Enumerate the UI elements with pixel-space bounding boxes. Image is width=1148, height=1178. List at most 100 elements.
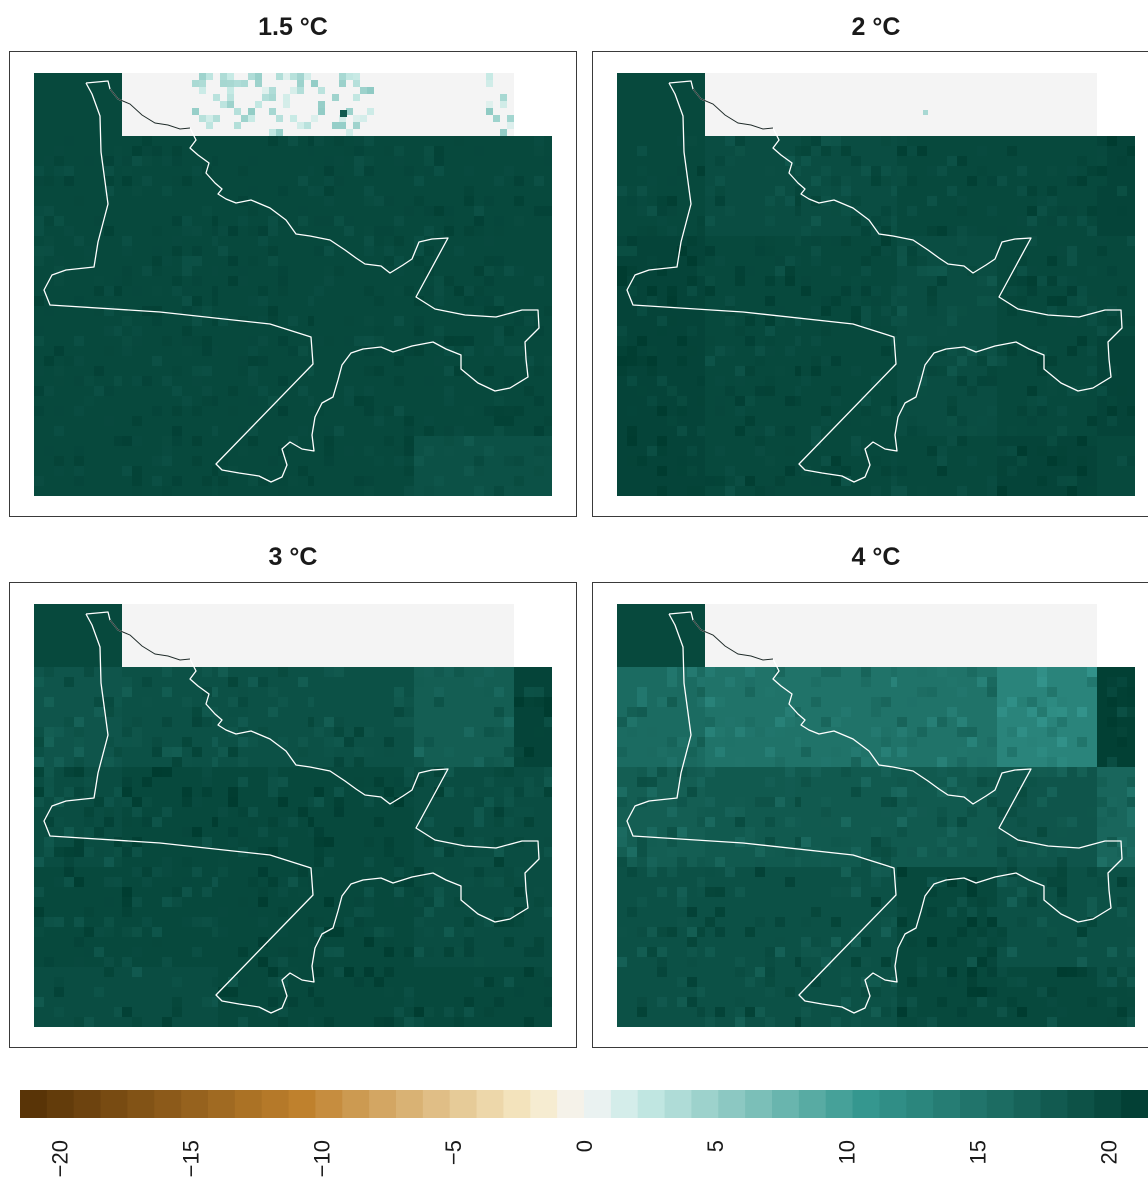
raster-cell <box>268 967 278 977</box>
raster-cell <box>947 977 957 987</box>
raster-cell <box>987 366 997 376</box>
raster-cell <box>544 967 552 977</box>
raster-cell <box>667 697 677 707</box>
raster-cell <box>474 286 484 296</box>
raster-cell <box>258 727 268 737</box>
raster-cell <box>891 226 897 236</box>
raster-cell <box>947 156 957 166</box>
raster-cell <box>474 296 484 306</box>
raster-cell <box>1107 316 1117 326</box>
raster-cell <box>34 206 44 216</box>
raster-cell <box>220 101 227 108</box>
raster-cell <box>735 266 745 276</box>
raster-cell <box>687 957 697 967</box>
raster-cell <box>278 837 288 847</box>
raster-cell <box>454 136 464 146</box>
raster-cell <box>917 807 927 817</box>
raster-cell <box>927 306 937 316</box>
raster-cell <box>238 707 248 717</box>
raster-cell <box>464 296 474 306</box>
raster-cell <box>374 226 384 236</box>
raster-cell <box>364 797 374 807</box>
raster-cell <box>394 877 404 887</box>
raster-cell <box>967 917 977 927</box>
raster-cell <box>677 396 687 406</box>
raster-cell <box>464 196 474 206</box>
colorbar-bin <box>342 1090 370 1118</box>
raster-cell <box>34 677 44 687</box>
raster-cell <box>364 476 374 486</box>
raster-cell <box>364 967 374 977</box>
raster-cell <box>248 256 258 266</box>
raster-cell <box>1097 977 1107 987</box>
colorbar-bin <box>181 1090 209 1118</box>
raster-cell <box>687 346 697 356</box>
raster-cell <box>831 476 841 486</box>
raster-cell <box>424 817 434 827</box>
raster-cell <box>861 256 871 266</box>
raster-cell <box>268 216 278 226</box>
raster-cell <box>308 697 314 707</box>
raster-cell <box>268 306 278 316</box>
raster-cell <box>1077 767 1087 777</box>
raster-cell <box>484 727 494 737</box>
raster-cell <box>74 446 84 456</box>
raster-cell <box>74 466 84 476</box>
raster-cell <box>765 326 775 336</box>
raster-cell <box>104 807 114 817</box>
raster-cell <box>364 196 374 206</box>
raster-cell <box>907 256 917 266</box>
raster-cell <box>268 997 278 1007</box>
raster-cell <box>775 186 785 196</box>
raster-cell <box>967 667 977 677</box>
raster-cell <box>1087 266 1097 276</box>
raster-cell <box>775 366 785 376</box>
raster-cell <box>1107 687 1117 697</box>
raster-cell <box>220 80 227 87</box>
raster-cell <box>987 176 997 186</box>
raster-cell <box>394 797 404 807</box>
raster-cell <box>34 336 44 346</box>
raster-cell <box>687 286 697 296</box>
raster-cell <box>851 446 861 456</box>
raster-cell <box>74 837 84 847</box>
raster-cell <box>617 336 627 346</box>
raster-cell <box>94 827 104 837</box>
raster-cell <box>34 386 44 396</box>
raster-cell <box>122 787 132 797</box>
raster-cell <box>304 73 311 80</box>
raster-cell <box>775 426 785 436</box>
raster-cell <box>444 787 454 797</box>
raster-cell <box>182 226 192 236</box>
raster-cell <box>1077 286 1087 296</box>
raster-cell <box>434 767 444 777</box>
raster-cell <box>735 366 745 376</box>
raster-cell <box>424 486 434 496</box>
raster-cell <box>851 316 861 326</box>
raster-cell <box>192 376 202 386</box>
raster-cell <box>821 757 831 767</box>
raster-cell <box>172 887 182 897</box>
raster-cell <box>199 115 206 122</box>
raster-cell <box>484 777 494 787</box>
raster-cell <box>278 877 288 887</box>
raster-cell <box>705 356 715 366</box>
raster-cell <box>514 236 524 246</box>
raster-cell <box>907 246 917 256</box>
raster-cell <box>484 857 494 867</box>
raster-cell <box>104 917 114 927</box>
raster-cell <box>637 927 647 937</box>
raster-cell <box>725 156 735 166</box>
raster-cell <box>298 867 308 877</box>
raster-cell <box>404 947 414 957</box>
raster-cell <box>227 80 234 87</box>
raster-cell <box>937 226 947 236</box>
raster-cell <box>1127 156 1135 166</box>
raster-cell <box>697 296 705 306</box>
raster-cell <box>238 687 248 697</box>
raster-cell <box>234 108 241 115</box>
raster-cell <box>881 1007 891 1017</box>
raster-cell <box>346 129 353 136</box>
raster-cell <box>308 827 314 837</box>
raster-cell <box>937 326 947 336</box>
